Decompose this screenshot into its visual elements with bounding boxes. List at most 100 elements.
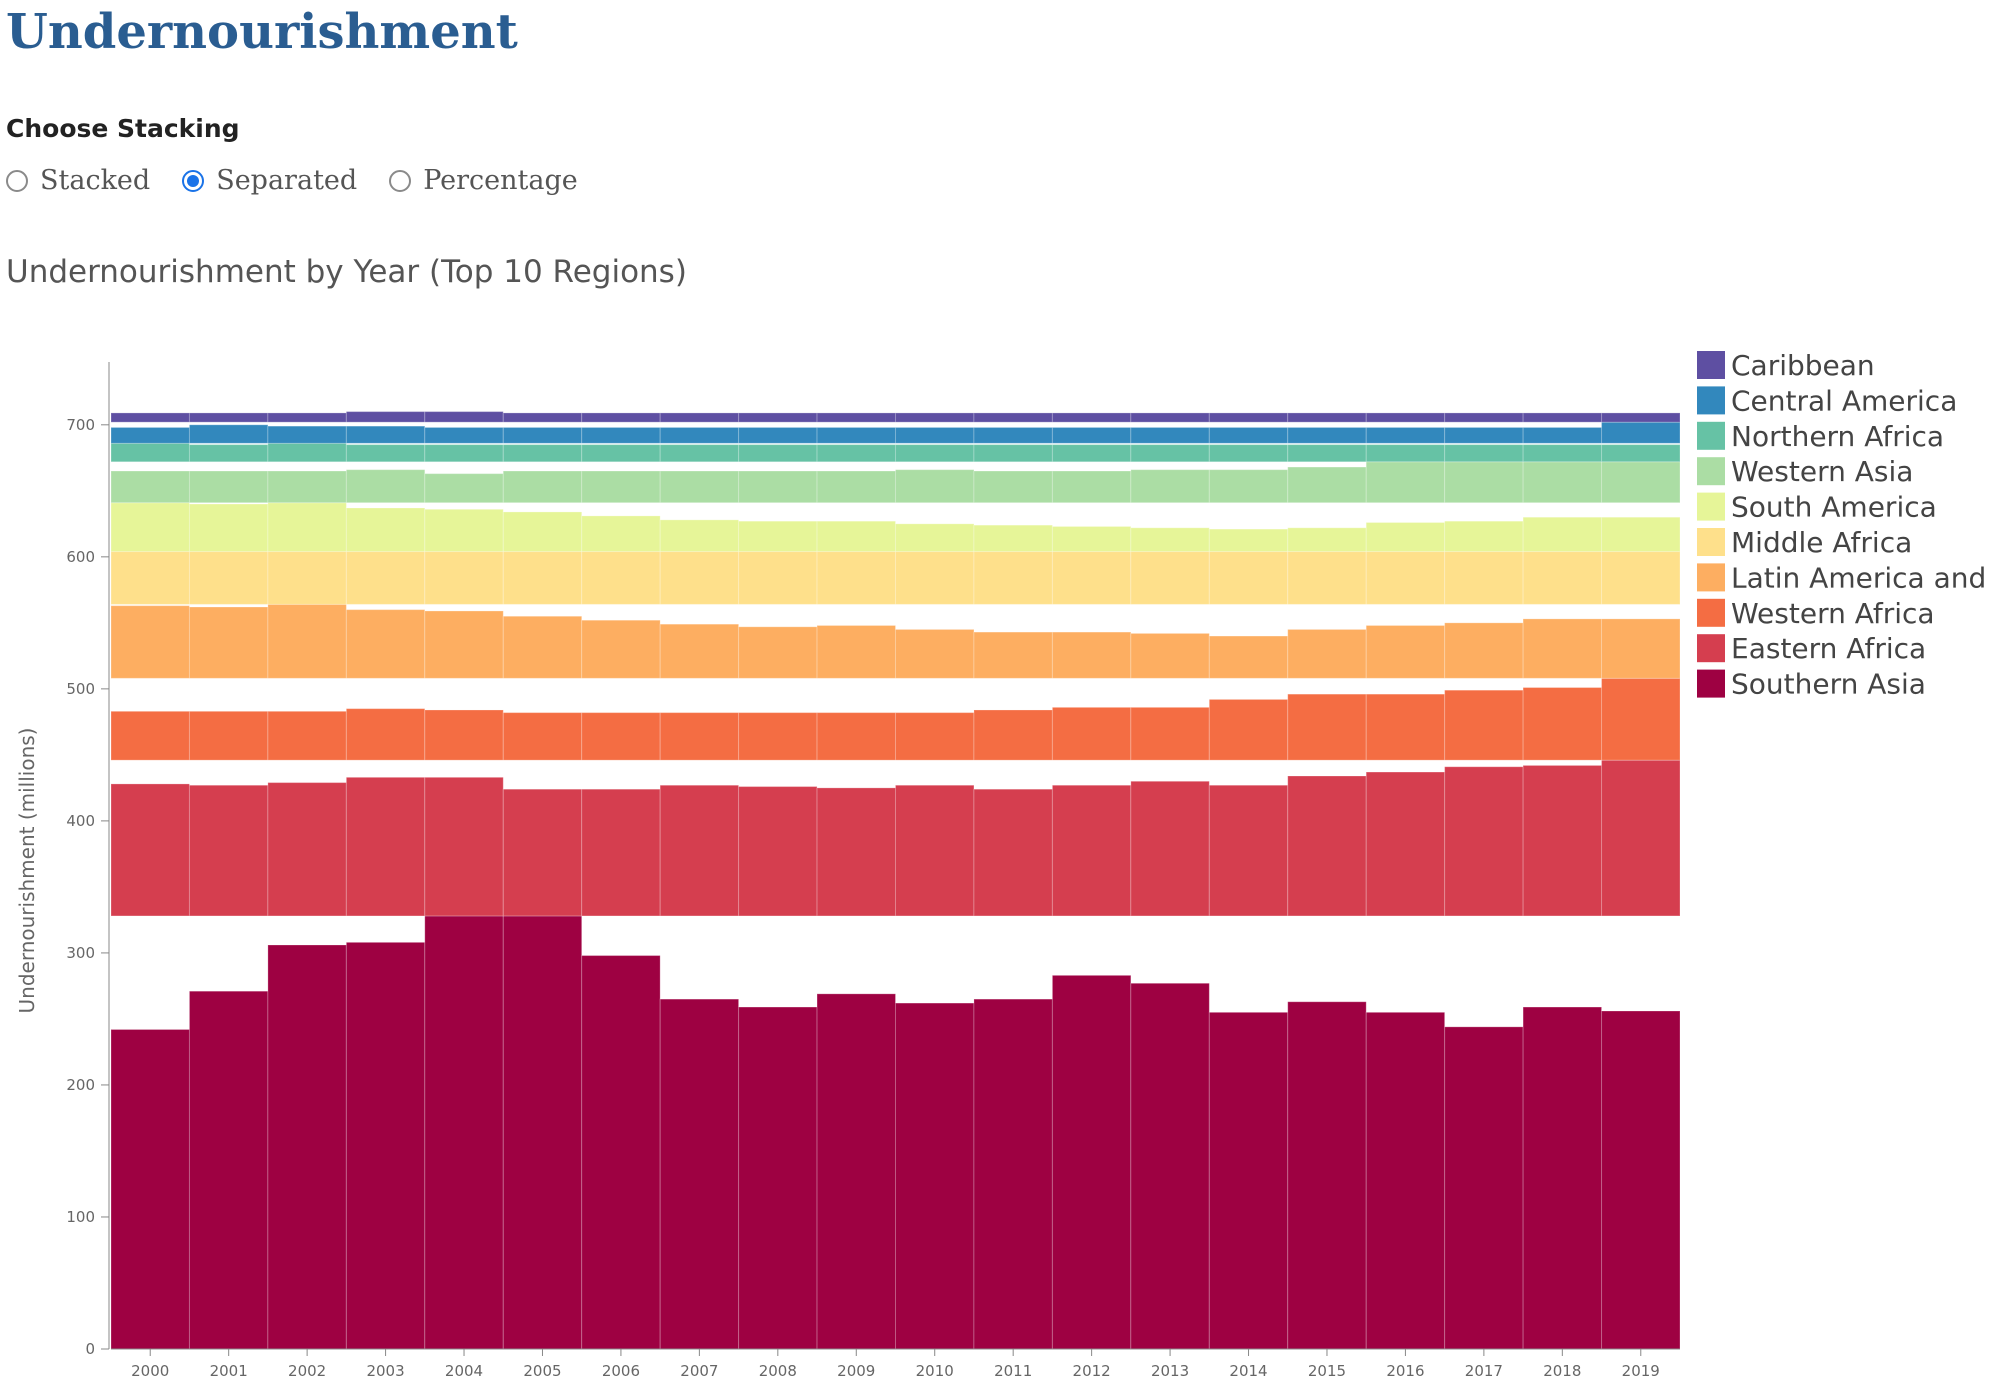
bar-southern-asia-2011: [973, 998, 1053, 1350]
bar-middle-africa-2004: [424, 551, 504, 605]
bar-middle-africa-2006: [581, 551, 661, 605]
bar-western-africa-2009: [816, 712, 896, 761]
bar-middle-africa-2001: [188, 551, 269, 605]
bar-western-asia-2005: [502, 470, 583, 504]
bar-southern-asia-2005: [502, 915, 583, 1350]
bar-caribbean-2019: [1601, 412, 1681, 423]
legend-swatch: [1697, 634, 1725, 663]
bar-latin-america-and-2003: [345, 609, 426, 679]
bar-caribbean-2004: [424, 411, 504, 423]
bar-eastern-africa-2001: [188, 784, 269, 917]
bar-southern-asia-2003: [345, 941, 426, 1350]
bar-eastern-africa-2014: [1208, 784, 1289, 917]
bar-central-america-2008: [738, 426, 818, 444]
bar-western-africa-2002: [267, 710, 347, 761]
radio-stacked-label: Stacked: [40, 165, 151, 196]
legend-label: Southern Asia: [1731, 668, 1926, 701]
radio-option-stacked[interactable]: Stacked: [6, 165, 150, 196]
legend-label: Eastern Africa: [1731, 632, 1926, 665]
radio-separated-label: Separated: [216, 165, 358, 196]
x-tick-label: 2018: [1543, 1362, 1581, 1379]
bar-latin-america-and-2004: [424, 610, 504, 679]
bar-caribbean-2005: [502, 412, 583, 423]
bar-central-america-2015: [1287, 426, 1367, 444]
legend-label: Western Africa: [1731, 597, 1935, 630]
bar-western-asia-2007: [659, 470, 740, 504]
radio-stacked[interactable]: [6, 169, 28, 192]
bar-eastern-africa-2013: [1130, 780, 1210, 917]
legend-label: South America: [1731, 491, 1937, 524]
bar-eastern-africa-2017: [1444, 766, 1524, 917]
bar-middle-africa-2011: [973, 551, 1053, 605]
bar-northern-africa-2001: [188, 444, 269, 463]
bar-southern-asia-2007: [659, 998, 740, 1350]
bar-south-america-2010: [895, 523, 975, 553]
bar-central-america-2002: [267, 425, 347, 444]
bar-caribbean-2001: [188, 412, 269, 423]
bar-northern-africa-2009: [816, 444, 896, 463]
bar-south-america-2002: [267, 502, 347, 553]
bar-western-africa-2012: [1051, 706, 1132, 761]
bar-caribbean-2010: [895, 412, 975, 423]
bar-latin-america-and-2001: [188, 606, 269, 679]
bar-latin-america-and-2016: [1365, 624, 1446, 679]
bar-eastern-africa-2009: [816, 787, 896, 917]
bar-western-africa-2007: [659, 712, 740, 761]
legend-swatch: [1697, 386, 1725, 415]
bar-caribbean-2014: [1208, 412, 1289, 423]
bar-latin-america-and-2017: [1444, 622, 1524, 679]
bar-middle-africa-2018: [1522, 551, 1603, 605]
bar-central-america-2018: [1522, 426, 1603, 444]
bar-caribbean-2000: [110, 412, 190, 423]
bar-central-america-2019: [1601, 421, 1681, 444]
bar-caribbean-2017: [1444, 412, 1524, 423]
bar-latin-america-and-2000: [110, 605, 190, 679]
x-tick-label: 2005: [523, 1362, 561, 1379]
bar-northern-africa-2018: [1522, 444, 1603, 463]
bar-eastern-africa-2007: [659, 784, 740, 917]
radio-option-percentage[interactable]: Percentage: [389, 165, 578, 196]
x-tick-label: 2010: [916, 1362, 954, 1379]
bar-northern-africa-2014: [1208, 444, 1289, 463]
bar-northern-africa-2011: [973, 444, 1053, 463]
bar-middle-africa-2005: [502, 551, 583, 605]
bar-western-asia-2011: [973, 470, 1053, 504]
bar-western-asia-2012: [1051, 470, 1132, 504]
legend-swatch: [1697, 528, 1725, 556]
bar-northern-africa-2000: [110, 442, 190, 463]
bar-central-america-2006: [581, 426, 661, 444]
legend-swatch: [1697, 598, 1725, 627]
bar-eastern-africa-2015: [1287, 775, 1367, 917]
x-tick-label: 2002: [288, 1362, 326, 1379]
bar-middle-africa-2012: [1051, 551, 1132, 605]
bar-eastern-africa-2018: [1522, 764, 1603, 917]
bar-southern-asia-2014: [1208, 1011, 1289, 1350]
bar-latin-america-and-2013: [1130, 632, 1210, 679]
bar-western-asia-2004: [424, 473, 504, 504]
bar-south-america-2005: [502, 511, 583, 553]
bar-southern-asia-2016: [1365, 1011, 1446, 1350]
bar-middle-africa-2016: [1365, 551, 1446, 605]
x-tick-label: 2011: [994, 1362, 1032, 1379]
legend-swatch: [1697, 563, 1725, 592]
bar-latin-america-and-2008: [738, 626, 818, 679]
bar-central-america-2000: [110, 426, 190, 444]
radio-percentage[interactable]: [389, 169, 412, 192]
bar-western-asia-2001: [188, 470, 269, 504]
bar-western-africa-2016: [1365, 693, 1446, 761]
bar-western-asia-2008: [738, 470, 818, 504]
bar-south-america-2014: [1208, 528, 1289, 553]
bar-northern-africa-2012: [1051, 444, 1132, 463]
legend-swatch: [1697, 669, 1725, 698]
bar-eastern-africa-2003: [345, 776, 426, 917]
radio-option-separated[interactable]: Separated: [182, 165, 357, 196]
bar-southern-asia-2010: [895, 1002, 975, 1350]
bar-western-asia-2015: [1287, 466, 1367, 504]
x-tick-label: 2015: [1308, 1362, 1346, 1379]
bar-northern-africa-2008: [738, 444, 818, 463]
chart-title: Undernourishment by Year (Top 10 Regions…: [6, 254, 687, 290]
y-tick-label: 500: [66, 680, 95, 698]
bar-western-africa-2003: [345, 708, 426, 761]
bar-southern-asia-2001: [188, 990, 269, 1350]
radio-separated[interactable]: [182, 169, 205, 192]
